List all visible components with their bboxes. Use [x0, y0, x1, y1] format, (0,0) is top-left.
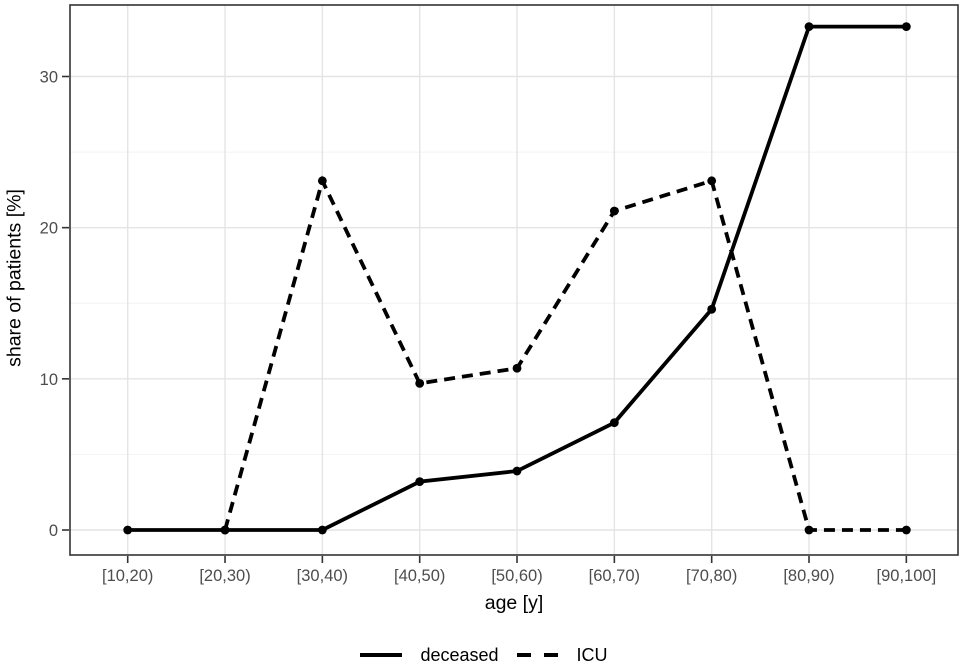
x-tick-label: [10,20) — [102, 567, 153, 585]
legend-label-icu: ICU — [576, 644, 608, 665]
legend-dashed-line-swatch — [516, 653, 559, 657]
data-point-icu — [609, 206, 619, 216]
x-tick-label: [20,30) — [199, 567, 250, 585]
x-tick-label: [60,70) — [589, 567, 640, 585]
series-line-icu — [223, 175, 907, 532]
data-point-icu — [317, 176, 327, 186]
x-tick-label: [40,50) — [394, 567, 445, 585]
data-point-icu — [804, 525, 814, 535]
y-tick-label: 30 — [40, 68, 58, 86]
data-point-deceased — [804, 22, 814, 32]
data-point-deceased — [123, 525, 133, 535]
data-point-deceased — [512, 466, 522, 476]
x-axis-title: age [y] — [484, 592, 544, 614]
x-tick-label: [90,100] — [877, 567, 937, 585]
data-point-deceased — [901, 22, 911, 32]
data-point-deceased — [609, 418, 619, 428]
data-point-deceased — [317, 525, 327, 535]
data-point-icu — [220, 525, 230, 535]
data-point-icu — [415, 378, 425, 388]
data-point-icu — [512, 363, 522, 373]
data-point-icu — [707, 176, 717, 186]
y-tick-label: 10 — [40, 371, 58, 389]
y-tick-label: 20 — [40, 220, 58, 238]
data-point-deceased — [415, 477, 425, 487]
x-tick-label: [80,90) — [783, 567, 834, 585]
legend-label-deceased: deceased — [420, 644, 499, 665]
y-tick-label: 0 — [49, 522, 58, 540]
data-point-icu — [901, 525, 911, 535]
x-tick-label: [50,60) — [491, 567, 542, 585]
legend: deceased ICU — [0, 644, 968, 666]
data-point-deceased — [707, 304, 717, 314]
x-tick-label: [30,40) — [297, 567, 348, 585]
y-axis-title: share of patients [%] — [3, 189, 26, 367]
legend-solid-line-swatch — [360, 653, 403, 657]
panel-border — [69, 4, 959, 556]
x-tick-label: [70,80) — [686, 567, 737, 585]
